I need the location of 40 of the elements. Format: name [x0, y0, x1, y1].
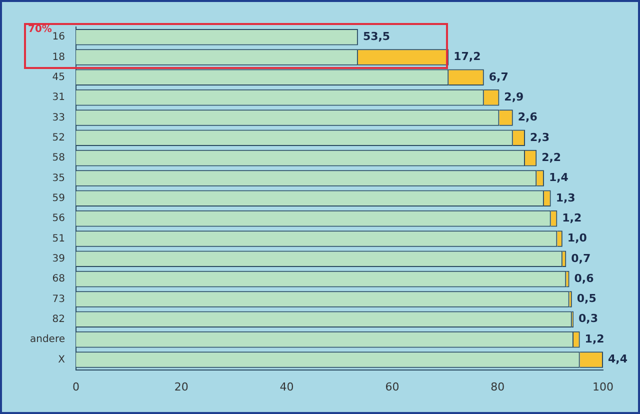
data-label: 0,5: [576, 292, 596, 306]
x-tick-label: 40: [280, 380, 294, 394]
data-label: 1,0: [567, 232, 588, 245]
y-tick-label: 73: [52, 294, 66, 305]
data-label: 1,2: [584, 332, 604, 346]
y-tick-label: 39: [52, 253, 66, 264]
x-tick-label: 100: [592, 380, 614, 394]
data-label: 0,7: [571, 252, 591, 265]
data-label: 2,2: [542, 150, 562, 164]
data-label: 1,3: [556, 191, 576, 204]
x-tick-label: 80: [490, 380, 505, 394]
x-tick-label: 20: [174, 380, 188, 394]
data-label: 53,5: [362, 30, 390, 43]
data-label: 0,6: [574, 272, 594, 285]
y-tick-label: 35: [52, 172, 66, 184]
y-tick-label: 56: [52, 213, 66, 224]
y-tick-label: 18: [52, 52, 66, 63]
data-label: 1,4: [548, 171, 569, 184]
y-tick-label: X: [58, 354, 66, 366]
data-label: 2,9: [504, 90, 524, 104]
y-tick-label: 33: [52, 112, 66, 124]
x-tick-label: 0: [72, 380, 80, 394]
data-label: 0,3: [578, 312, 598, 326]
data-label: 1,2: [562, 211, 582, 224]
data-label: 17,2: [454, 50, 481, 64]
y-tick-label: 45: [52, 72, 66, 84]
data-label: 2,3: [530, 130, 550, 144]
y-tick-label: 68: [52, 274, 66, 285]
y-tick-label: 16: [52, 32, 66, 43]
data-label: 6,7: [488, 70, 508, 84]
y-tick-label: 58: [52, 152, 66, 164]
y-tick-label: andere: [30, 334, 66, 346]
y-tick-label: 59: [52, 192, 66, 204]
data-label: 2,6: [518, 110, 538, 124]
y-tick-label: 31: [52, 92, 66, 104]
y-tick-label: 52: [52, 132, 66, 144]
y-tick-label: 82: [52, 314, 66, 325]
data-label: 4,4: [608, 352, 628, 366]
x-tick-label: 60: [385, 380, 400, 394]
y-tick-label: 51: [52, 233, 66, 244]
